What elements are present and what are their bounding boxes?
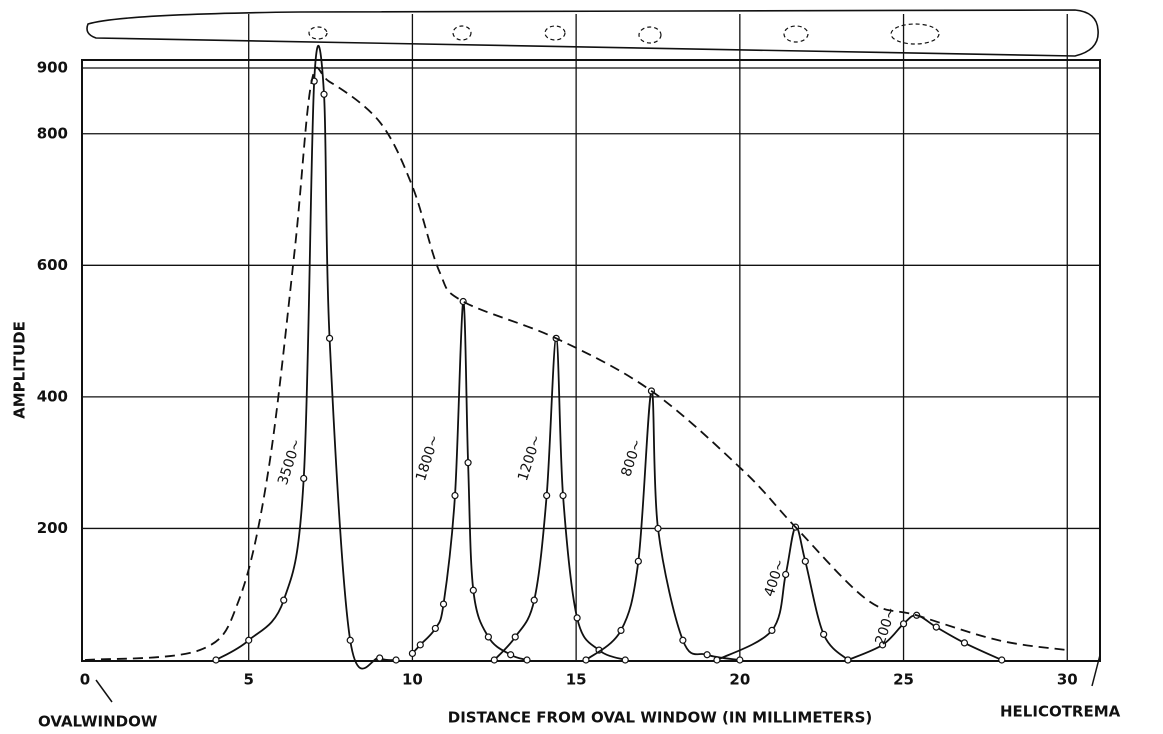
y-axis-label: AMPLITUDE — [11, 321, 29, 419]
data-point — [523, 656, 531, 664]
data-point — [768, 626, 776, 635]
data-point — [998, 656, 1006, 664]
plot-frame — [81, 59, 1101, 662]
data-point — [582, 656, 590, 664]
data-point — [484, 633, 492, 641]
series-label: 800~ — [618, 437, 645, 479]
data-line — [493, 337, 626, 661]
data-point — [469, 586, 477, 594]
data-point — [464, 459, 472, 467]
data-line — [215, 44, 397, 670]
data-point — [346, 636, 354, 644]
data-point — [490, 656, 498, 664]
data-line — [411, 300, 528, 661]
data-point — [451, 491, 459, 500]
data-point — [820, 630, 828, 638]
data-point — [736, 656, 744, 664]
cochlea-outline — [86, 9, 1099, 57]
data-point — [634, 557, 642, 565]
annotation: OVALWINDOW — [38, 713, 158, 731]
data-point — [782, 570, 790, 579]
x-tick-label: 5 — [243, 671, 253, 689]
data-point — [621, 656, 629, 664]
data-point — [376, 654, 384, 662]
data-point — [408, 649, 417, 658]
data-point — [679, 636, 687, 644]
data-point — [416, 641, 424, 649]
data-point — [212, 656, 220, 664]
data-point — [507, 651, 515, 659]
data-point — [431, 624, 439, 633]
data-point — [960, 639, 969, 647]
y-tick-label: 200 — [37, 519, 68, 537]
data-point — [801, 557, 809, 565]
x-tick-label: 25 — [893, 671, 914, 689]
x-tick-label: 30 — [1057, 671, 1078, 689]
data-point — [439, 600, 448, 608]
y-tick-label: 400 — [37, 387, 68, 405]
data-line — [84, 66, 1068, 661]
x-tick-label: 0 — [80, 671, 90, 689]
x-axis-label: DISTANCE FROM OVAL WINDOW (IN MILLIMETER… — [448, 709, 873, 727]
data-point — [543, 491, 551, 500]
data-line — [585, 390, 740, 661]
annotation: HELICOTREMA — [1000, 703, 1121, 721]
data-point — [320, 90, 328, 98]
data-point — [703, 651, 711, 659]
series-label: 1800~ — [413, 433, 443, 483]
data-point — [280, 596, 288, 604]
data-point — [559, 491, 567, 500]
x-tick-label: 20 — [729, 671, 750, 689]
data-point — [713, 656, 721, 664]
data-point — [511, 633, 519, 641]
series-label: 200~ — [872, 605, 899, 647]
series-label: 1200~ — [515, 433, 545, 483]
data-point — [573, 614, 581, 622]
data-point — [654, 524, 662, 533]
data-line — [847, 614, 1003, 661]
x-tick-label: 15 — [566, 671, 587, 689]
data-point — [245, 636, 253, 644]
data-point — [899, 620, 908, 628]
cochlea-marks — [308, 23, 940, 45]
data-point — [932, 623, 940, 631]
x-tick-label: 10 — [402, 671, 423, 689]
data-line — [716, 526, 849, 661]
data-point — [392, 656, 400, 664]
data-point — [325, 334, 334, 342]
y-tick-label: 900 — [37, 59, 68, 77]
leader-line — [95, 679, 113, 703]
y-tick-label: 800 — [37, 124, 68, 142]
data-point — [878, 641, 887, 649]
leader-line — [1091, 654, 1101, 687]
data-point — [530, 596, 538, 604]
y-tick-label: 600 — [37, 256, 68, 274]
data-point — [844, 656, 852, 664]
data-point — [617, 626, 625, 635]
data-point — [300, 474, 308, 483]
